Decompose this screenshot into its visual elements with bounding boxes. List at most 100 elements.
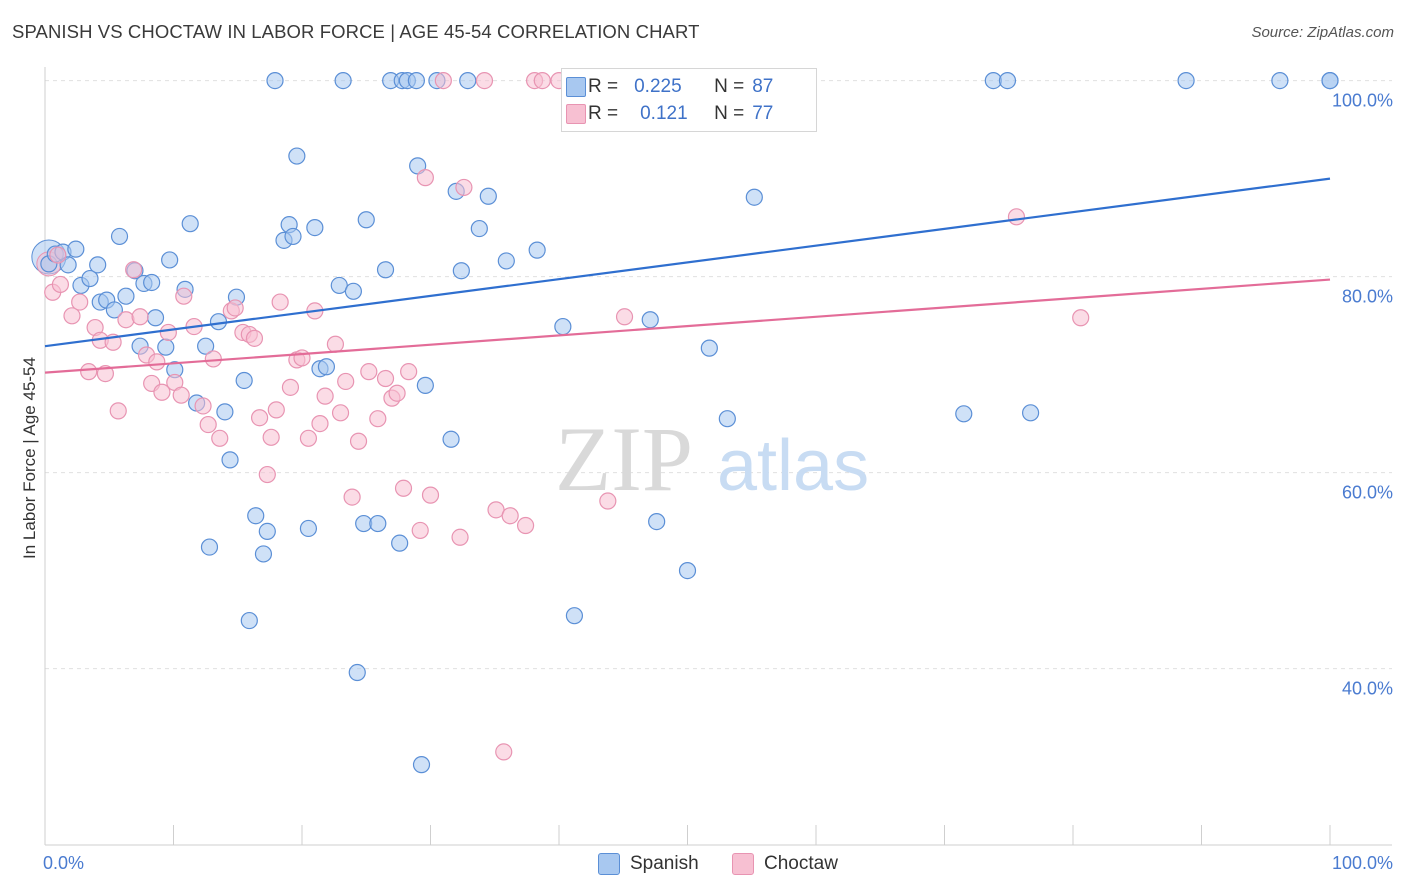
spanish-point xyxy=(442,430,460,448)
spanish-point xyxy=(641,311,659,329)
spanish-point xyxy=(181,215,199,233)
spanish-point xyxy=(718,410,736,428)
bottom-spanish-label: Spanish xyxy=(630,853,699,874)
choctaw-point xyxy=(250,409,269,427)
spanish-point xyxy=(81,269,99,288)
spanish-point xyxy=(470,219,488,238)
choctaw-point xyxy=(388,384,406,402)
choctaw-point xyxy=(131,308,149,326)
choctaw-point xyxy=(245,329,264,347)
choctaw-point xyxy=(226,299,244,317)
spanish-n-label: N = xyxy=(714,76,745,97)
spanish-n-value: 87 xyxy=(752,76,774,97)
spanish-point xyxy=(105,301,123,319)
spanish-point xyxy=(1321,71,1339,90)
x-tick-label: 100.0% xyxy=(1332,853,1393,873)
spanish-point xyxy=(416,376,434,394)
spanish-point xyxy=(1021,404,1040,422)
spanish-swatch xyxy=(566,77,586,97)
x-tick-labels: 0.0% 100.0% xyxy=(43,853,1393,873)
spanish-point xyxy=(254,545,273,563)
choctaw-point xyxy=(615,308,634,326)
spanish-point xyxy=(497,252,515,270)
spanish-point xyxy=(348,663,366,682)
spanish-point xyxy=(216,403,234,421)
choctaw-point xyxy=(80,363,98,381)
spanish-point xyxy=(221,451,239,469)
spanish-point xyxy=(459,71,477,90)
choctaw-point xyxy=(199,415,217,434)
axes xyxy=(44,67,1392,846)
y-tick-label: 80.0% xyxy=(1342,287,1393,307)
spanish-point xyxy=(157,338,175,356)
choctaw-point xyxy=(175,287,193,305)
source-label: Source: ZipAtlas.com xyxy=(1251,24,1394,41)
choctaw-point xyxy=(400,363,418,381)
spanish-point xyxy=(376,261,395,279)
choctaw-r-value: 0.121 xyxy=(640,103,688,124)
choctaw-point xyxy=(434,71,452,90)
choctaw-point xyxy=(501,507,519,525)
watermark-zip: ZIP xyxy=(555,408,693,510)
spanish-point xyxy=(648,512,666,531)
choctaw-point xyxy=(271,293,289,311)
choctaw-point xyxy=(153,383,171,401)
choctaw-point xyxy=(258,465,276,484)
choctaw-point xyxy=(516,516,535,535)
data-points xyxy=(31,71,1339,774)
y-tick-labels: 40.0% 60.0% 80.0% 100.0% xyxy=(1332,91,1393,699)
bottom-legend-spanish: Spanish xyxy=(598,851,699,877)
choctaw-point xyxy=(331,404,350,422)
choctaw-point xyxy=(194,397,212,415)
spanish-trend-line xyxy=(44,177,1331,348)
choctaw-point xyxy=(343,488,361,506)
choctaw-trend-line xyxy=(44,278,1331,374)
spanish-point xyxy=(209,313,228,331)
choctaw-point xyxy=(1072,309,1090,327)
spanish-point xyxy=(258,522,276,541)
spanish-point xyxy=(146,309,165,327)
choctaw-point xyxy=(411,521,429,540)
spanish-point xyxy=(700,339,718,357)
spanish-point xyxy=(247,507,265,525)
choctaw-point xyxy=(148,353,166,371)
choctaw-point xyxy=(125,261,143,279)
bottom-choctaw-swatch xyxy=(732,853,754,875)
choctaw-point xyxy=(172,386,190,404)
choctaw-point xyxy=(349,432,368,450)
choctaw-point xyxy=(533,71,551,90)
y-tick-label: 60.0% xyxy=(1342,483,1393,503)
chart-title: SPANISH VS CHOCTAW IN LABOR FORCE | AGE … xyxy=(12,21,700,42)
y-tick-label: 40.0% xyxy=(1342,679,1393,699)
choctaw-point xyxy=(117,311,135,329)
spanish-point xyxy=(565,607,584,625)
spanish-point xyxy=(200,538,219,556)
choctaw-n-label: N = xyxy=(714,103,745,124)
choctaw-point xyxy=(159,323,177,342)
spanish-point xyxy=(284,227,302,246)
spanish-point xyxy=(117,287,135,305)
choctaw-point xyxy=(376,369,395,388)
choctaw-point xyxy=(455,178,473,197)
choctaw-point xyxy=(495,743,513,761)
spanish-point xyxy=(317,358,336,376)
spanish-point xyxy=(479,187,497,205)
choctaw-point xyxy=(326,335,345,353)
choctaw-point xyxy=(262,428,280,446)
spanish-point xyxy=(407,71,425,90)
spanish-point xyxy=(197,337,215,355)
choctaw-point xyxy=(71,293,89,311)
spanish-point xyxy=(235,371,253,390)
legend-row-spanish: R = 0.225 N = 87 xyxy=(566,74,774,100)
spanish-point xyxy=(67,240,85,258)
watermark-atlas: atlas xyxy=(717,426,869,506)
choctaw-point xyxy=(451,528,469,546)
spanish-point xyxy=(299,519,318,538)
bottom-choctaw-label: Choctaw xyxy=(764,853,838,874)
spanish-point xyxy=(306,219,324,237)
spanish-r-label: R = xyxy=(588,76,619,97)
spanish-point xyxy=(288,147,306,165)
choctaw-point xyxy=(337,372,355,391)
spanish-point xyxy=(357,211,375,229)
